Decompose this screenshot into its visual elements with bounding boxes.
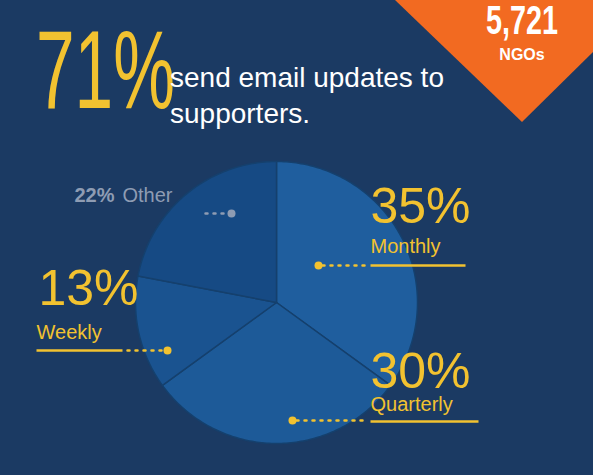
html-text:71%: 71% xyxy=(36,7,175,132)
svg-text:Weekly: Weekly xyxy=(37,321,102,343)
svg-text:Other: Other xyxy=(123,184,173,206)
svg-text:22%: 22% xyxy=(75,184,115,206)
html-text:send email updates to supporte: send email updates to supporters. xyxy=(170,62,444,129)
svg-text:35%: 35% xyxy=(371,178,471,234)
svg-text:Monthly: Monthly xyxy=(371,235,441,257)
html-text:NGOs: NGOs xyxy=(499,46,545,63)
svg-text:30%: 30% xyxy=(371,343,471,399)
svg-text:Quarterly: Quarterly xyxy=(371,393,453,415)
svg-text:13%: 13% xyxy=(39,260,139,316)
